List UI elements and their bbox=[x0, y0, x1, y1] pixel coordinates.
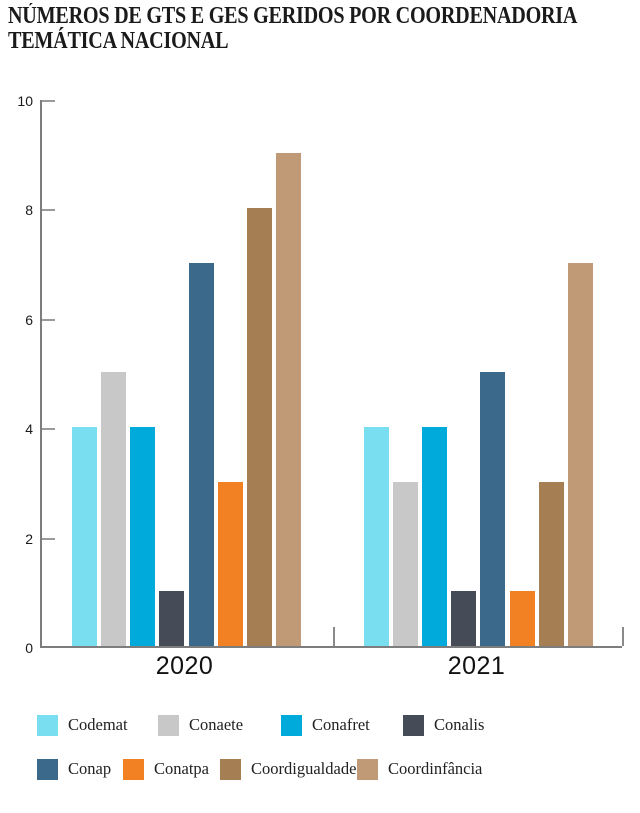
legend-label-conap: Conap bbox=[68, 759, 112, 778]
y-axis-tick-8 bbox=[42, 209, 55, 211]
legend-swatch-conap bbox=[37, 758, 58, 780]
legend-swatch-conalis bbox=[403, 714, 424, 736]
bar-conaete-2020 bbox=[101, 372, 126, 646]
legend-swatch-conaete bbox=[158, 714, 179, 736]
bar-coordigualdade-2021 bbox=[538, 481, 564, 646]
bar-conalis-2021 bbox=[451, 591, 477, 646]
legend-swatch-codemat bbox=[37, 714, 58, 736]
y-axis-tick-label-10: 10 bbox=[17, 92, 33, 109]
y-axis-tick-label-6: 6 bbox=[25, 311, 33, 328]
legend-label-conaete: Conaete bbox=[189, 715, 244, 734]
legend-swatch-conafret bbox=[281, 714, 302, 736]
bar-conap-2020 bbox=[188, 262, 214, 646]
legend-item-conafret: Conafret bbox=[281, 714, 370, 736]
legend-item-coordinfancia: Coordinfância bbox=[357, 758, 482, 780]
y-axis-tick-label-2: 2 bbox=[25, 530, 33, 547]
bar-conatpa-2020 bbox=[217, 481, 243, 646]
legend-label-coordigualdade: Coordigualdade bbox=[251, 759, 357, 778]
y-axis-tick-10 bbox=[42, 100, 55, 102]
legend-item-coordigualdade: Coordigualdade bbox=[220, 758, 356, 780]
plot-area bbox=[40, 100, 624, 648]
x-axis-label-2021: 2021 bbox=[447, 652, 506, 680]
legend-item-codemat: Codemat bbox=[37, 714, 128, 736]
y-axis-tick-4 bbox=[42, 428, 55, 430]
chart-title-line-2: TEMÁTICA NACIONAL bbox=[8, 28, 229, 54]
legend-item-conalis: Conalis bbox=[403, 714, 484, 736]
legend-swatch-coordigualdade bbox=[220, 758, 241, 780]
legend-label-codemat: Codemat bbox=[68, 715, 128, 734]
legend-item-conap: Conap bbox=[37, 758, 111, 780]
legend-label-conafret: Conafret bbox=[312, 715, 370, 734]
bar-conafret-2021 bbox=[421, 427, 447, 646]
y-axis-tick-2 bbox=[42, 537, 55, 540]
axis-end-tick bbox=[622, 627, 624, 646]
bar-coordinfância-2020 bbox=[276, 153, 302, 646]
group-separator-tick bbox=[332, 627, 335, 646]
y-axis-tick-label-4: 4 bbox=[25, 421, 33, 437]
bar-codemat-2020 bbox=[71, 427, 97, 646]
bar-conaete-2021 bbox=[392, 481, 418, 646]
legend-item-conatpa: Conatpa bbox=[123, 758, 209, 780]
legend-label-conalis: Conalis bbox=[434, 715, 485, 734]
bar-conap-2021 bbox=[480, 372, 506, 646]
x-axis-label-2020: 2020 bbox=[155, 652, 214, 680]
legend-item-conaete: Conaete bbox=[158, 714, 243, 736]
legend-label-conatpa: Conatpa bbox=[154, 759, 209, 778]
chart-title-line-1: NÚMEROS DE GTS E GES GERIDOS POR COORDEN… bbox=[8, 3, 578, 29]
legend-label-coordinfancia: Coordinfância bbox=[388, 759, 483, 778]
bar-conalis-2020 bbox=[159, 591, 185, 646]
bar-coordigualdade-2020 bbox=[247, 208, 272, 646]
bar-conatpa-2021 bbox=[509, 591, 535, 646]
bar-coordinfância-2021 bbox=[567, 262, 593, 646]
legend-swatch-conatpa bbox=[123, 758, 144, 780]
y-axis-tick-label-8: 8 bbox=[25, 202, 33, 218]
chart-title: NÚMEROS DE GTS E GES GERIDOS POR COORDEN… bbox=[8, 4, 577, 54]
bar-conafret-2020 bbox=[130, 427, 156, 646]
y-axis-tick-label-0: 0 bbox=[25, 640, 33, 656]
legend-swatch-coordinfancia bbox=[357, 758, 378, 780]
y-axis-tick-6 bbox=[42, 318, 55, 321]
bar-codemat-2021 bbox=[363, 427, 389, 646]
